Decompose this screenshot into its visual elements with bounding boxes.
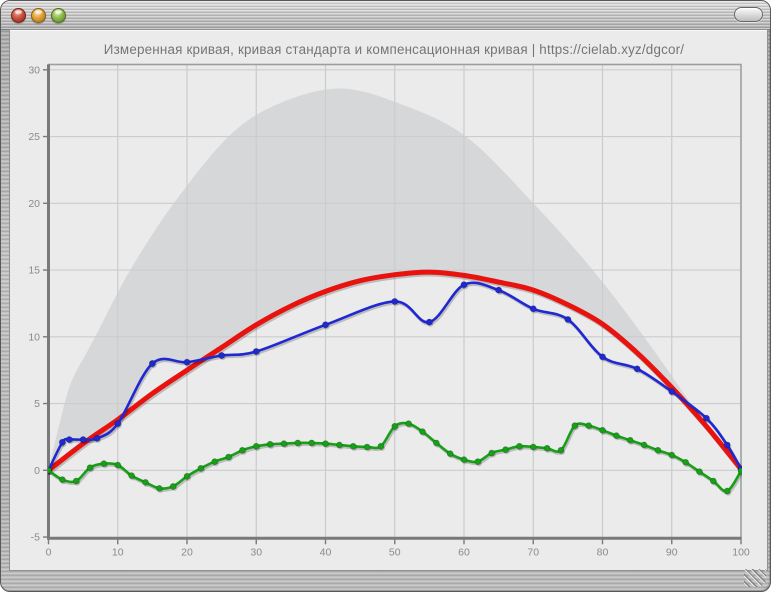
measured-curve [48,281,742,476]
svg-text:10: 10 [112,546,124,558]
gridlines [48,64,741,539]
svg-text:15: 15 [28,265,40,277]
svg-text:40: 40 [320,546,332,558]
svg-text:30: 30 [28,64,40,76]
minimize-button[interactable] [31,8,46,23]
svg-text:0: 0 [34,465,40,477]
svg-text:50: 50 [389,546,401,558]
axis-ticks [43,69,742,545]
svg-text:80: 80 [597,546,609,558]
svg-text:20: 20 [181,546,193,558]
svg-text:25: 25 [28,131,40,143]
svg-text:70: 70 [527,546,539,558]
svg-text:100: 100 [732,546,750,558]
axis-labels: 0 10 20 30 40 50 60 70 80 90 100 -5 0 5 10 15 20 25 30 [28,64,750,558]
plot-frame [47,63,742,540]
chart-panel: 0 10 20 30 40 50 60 70 80 90 100 -5 0 5 10 15 20 25 30 Изм… [9,29,768,571]
svg-text:60: 60 [458,546,470,558]
compensation-curve [48,420,742,496]
standard-curve [48,269,742,475]
svg-text:30: 30 [250,546,262,558]
chart-title: Измеренная кривая, кривая стандарта и ко… [104,42,685,57]
svg-text:90: 90 [666,546,678,558]
zoom-button[interactable] [51,8,66,23]
svg-text:-5: -5 [31,532,40,544]
svg-text:10: 10 [28,331,40,343]
window-titlebar[interactable] [1,1,770,30]
toolbar-toggle-icon[interactable] [734,7,763,22]
svg-text:5: 5 [34,398,40,410]
resize-grip-icon[interactable] [744,569,766,587]
svg-text:20: 20 [28,198,40,210]
close-button[interactable] [11,8,26,23]
dot-gain-chart: 0 10 20 30 40 50 60 70 80 90 100 -5 0 5 10 15 20 25 30 Изм… [28,42,750,558]
svg-text:0: 0 [46,546,52,558]
